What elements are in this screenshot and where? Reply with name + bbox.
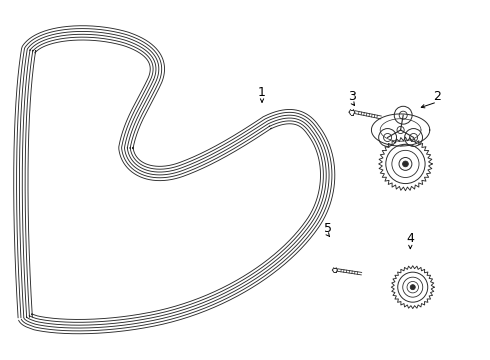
Circle shape [403,161,408,167]
Text: 1: 1 [258,86,266,99]
Text: 2: 2 [433,90,441,103]
Circle shape [410,285,415,290]
Text: 3: 3 [348,90,356,103]
Text: 4: 4 [406,233,414,246]
Text: 5: 5 [324,222,332,235]
